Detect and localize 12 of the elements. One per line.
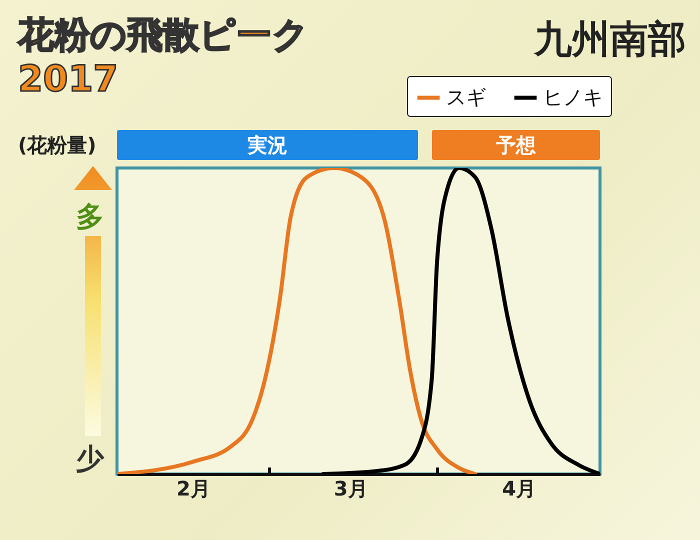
chart-subtitle: 九州南部 [534, 16, 686, 63]
chart-title: 花粉の飛散ピーク 2017 [18, 14, 309, 102]
text: 実況 [117, 130, 418, 160]
x-tick-label: 3月 [334, 476, 368, 500]
x-tick-label: 4月 [502, 476, 536, 500]
x-tick-label: 2月 [176, 476, 210, 500]
y-axis-title: (花粉量) [18, 132, 96, 159]
legend-label: ヒノキ [543, 84, 603, 109]
text: 予想 [432, 130, 600, 160]
text: 多 [76, 199, 104, 235]
legend-label: スギ [446, 84, 486, 109]
text: 少 [76, 441, 104, 477]
